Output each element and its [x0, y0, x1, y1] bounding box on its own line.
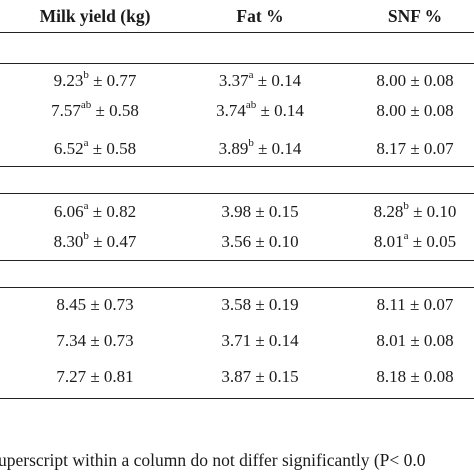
cell-error: ± 0.73: [90, 331, 134, 350]
significance-superscript: b: [403, 200, 409, 213]
cell-error: ± 0.05: [412, 232, 457, 251]
milk-yield-cell: 7.27 ± 0.81: [20, 366, 170, 388]
bottom-rule: [0, 398, 474, 399]
cell-value: 3.74: [216, 101, 246, 120]
snf-cell: 8.28b ± 0.10: [340, 201, 474, 223]
milk-yield-cell: 9.23b ± 0.77: [20, 70, 170, 92]
cell-value: 6.52: [53, 139, 84, 158]
snf-cell: 8.01a ± 0.05: [340, 231, 474, 253]
milk-yield-cell: 8.30b ± 0.47: [20, 231, 170, 253]
cell-error: ± 0.58: [92, 139, 137, 158]
snf-cell: 8.00 ± 0.08: [340, 70, 474, 92]
milk-yield-cell: 6.52a ± 0.58: [20, 138, 170, 160]
header-milk-yield: Milk yield (kg): [39, 6, 151, 26]
group-rule: [0, 166, 474, 167]
fat-cell: 3.71 ± 0.14: [185, 330, 335, 352]
cell-error: ± 0.08: [410, 71, 454, 90]
fat-cell: 3.87 ± 0.15: [185, 366, 335, 388]
cell-error: ± 0.81: [90, 367, 134, 386]
cell-error: ± 0.14: [260, 101, 304, 120]
cell-value: 3.98: [221, 202, 252, 221]
cell-value: 8.30: [53, 232, 84, 251]
cell-error: ± 0.08: [410, 331, 454, 350]
cell-error: ± 0.08: [410, 101, 454, 120]
cell-error: ± 0.15: [255, 367, 299, 386]
cell-error: ± 0.14: [258, 139, 302, 158]
group-rule: [0, 260, 474, 261]
significance-superscript: ab: [245, 99, 257, 112]
cell-error: ± 0.07: [410, 295, 454, 314]
fat-cell: 3.98 ± 0.15: [185, 201, 335, 223]
milk-yield-cell: 7.57ab ± 0.58: [20, 100, 170, 122]
significance-superscript: a: [83, 200, 89, 213]
cell-value: 3.56: [221, 232, 252, 251]
snf-cell: 8.11 ± 0.07: [340, 294, 474, 316]
cell-value: 7.27: [56, 367, 87, 386]
cell-error: ± 0.19: [255, 295, 299, 314]
cell-value: 8.00: [376, 101, 407, 120]
fat-cell: 3.37a ± 0.14: [185, 70, 335, 92]
significance-superscript: a: [83, 137, 89, 150]
header-snf-percent: SNF %: [387, 6, 443, 26]
cell-value: 7.34: [56, 331, 87, 350]
cell-error: ± 0.10: [413, 202, 457, 221]
header-rule: [0, 32, 474, 33]
table-footnote: uperscript within a column do not differ…: [0, 450, 426, 470]
cell-error: ± 0.58: [95, 101, 139, 120]
cell-error: ± 0.10: [255, 232, 299, 251]
snf-cell: 8.18 ± 0.08: [340, 366, 474, 388]
fat-cell: 3.56 ± 0.10: [185, 231, 335, 253]
significance-superscript: b: [83, 69, 89, 82]
milk-yield-cell: 6.06a ± 0.82: [20, 201, 170, 223]
cell-value: 7.57: [51, 101, 81, 120]
cell-value: 8.11: [376, 295, 406, 314]
snf-cell: 8.17 ± 0.07: [340, 138, 474, 160]
cell-value: 3.37: [218, 71, 249, 90]
significance-superscript: ab: [80, 99, 92, 112]
cell-value: 8.01: [376, 331, 407, 350]
cell-error: ± 0.08: [410, 367, 454, 386]
cell-error: ± 0.14: [257, 71, 302, 90]
significance-superscript: b: [83, 230, 89, 243]
milk-yield-cell: 7.34 ± 0.73: [20, 330, 170, 352]
cell-value: 3.58: [221, 295, 252, 314]
fat-cell: 3.58 ± 0.19: [185, 294, 335, 316]
cell-error: ± 0.07: [410, 139, 454, 158]
cell-value: 3.87: [221, 367, 252, 386]
cell-value: 9.23: [53, 71, 84, 90]
cell-error: ± 0.73: [90, 295, 134, 314]
group-rule: [0, 193, 474, 194]
cell-error: ± 0.77: [93, 71, 137, 90]
significance-superscript: a: [403, 230, 409, 243]
snf-cell: 8.01 ± 0.08: [340, 330, 474, 352]
cell-value: 8.17: [376, 139, 407, 158]
cell-error: ± 0.82: [92, 202, 137, 221]
snf-cell: 8.00 ± 0.08: [340, 100, 474, 122]
fat-cell: 3.89b ± 0.14: [185, 138, 335, 160]
significance-superscript: b: [248, 137, 254, 150]
cell-error: ± 0.14: [255, 331, 299, 350]
cell-value: 8.00: [376, 71, 407, 90]
cell-error: ± 0.47: [93, 232, 137, 251]
significance-superscript: a: [248, 69, 254, 82]
header-fat-percent: Fat %: [236, 6, 284, 26]
cell-value: 3.71: [221, 331, 252, 350]
cell-value: 8.18: [376, 367, 407, 386]
milk-yield-cell: 8.45 ± 0.73: [20, 294, 170, 316]
cell-value: 8.28: [373, 202, 404, 221]
cell-value: 6.06: [53, 202, 84, 221]
cell-value: 3.89: [218, 139, 249, 158]
cell-value: 8.01: [373, 232, 404, 251]
cell-error: ± 0.15: [255, 202, 299, 221]
group-rule: [0, 63, 474, 64]
fat-cell: 3.74ab ± 0.14: [185, 100, 335, 122]
group-rule: [0, 287, 474, 288]
cell-value: 8.45: [56, 295, 87, 314]
